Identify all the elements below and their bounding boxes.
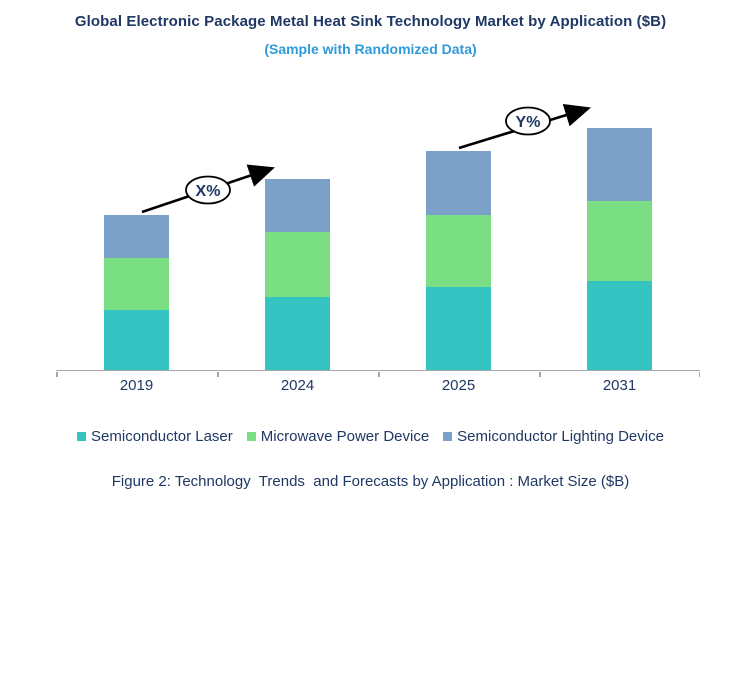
category-cell-2031: [539, 90, 700, 370]
legend-label: Semiconductor Laser: [91, 428, 233, 445]
legend-swatch-icon: [246, 432, 256, 441]
axis-tick: [217, 372, 219, 377]
plot-area: [56, 90, 700, 377]
bar-segment-microwave-power-device: [587, 201, 652, 281]
category-cell-2025: [378, 90, 539, 370]
stacked-bar-2019: [104, 215, 169, 370]
category-cell-2019: [56, 90, 217, 370]
legend-swatch-icon: [443, 432, 453, 441]
stacked-bar-2031: [587, 128, 652, 370]
bar-segment-semiconductor-laser: [104, 310, 169, 370]
x-axis-label-2019: 2019: [119, 377, 154, 394]
bar-segment-semiconductor-laser: [265, 297, 330, 370]
figure-caption: Figure 2: Technology Trends and Forecast…: [111, 473, 630, 490]
x-axis-label-2025: 2025: [441, 377, 476, 394]
bar-segment-microwave-power-device: [104, 258, 169, 310]
category-cell-2024: [217, 90, 378, 370]
bar-segment-semiconductor-laser: [426, 287, 491, 370]
legend-swatch-icon: [77, 432, 87, 441]
x-axis-label-2024: 2024: [280, 377, 315, 394]
legend-label: Semiconductor Lighting Device: [457, 428, 664, 445]
bar-segment-semiconductor-lighting-device: [426, 151, 491, 215]
axis-tick: [378, 372, 380, 377]
stacked-bar-2025: [426, 151, 491, 370]
bar-segment-semiconductor-laser: [587, 281, 652, 370]
stacked-bar-chart: X% Y%: [56, 90, 700, 377]
chart-title: Global Electronic Package Metal Heat Sin…: [74, 13, 667, 30]
axis-tick: [698, 372, 700, 377]
chart-subtitle: (Sample with Randomized Data): [264, 41, 477, 57]
axis-tick: [56, 372, 58, 377]
legend: Semiconductor Laser Microwave Power Devic…: [0, 428, 741, 445]
x-axis-labels: 2019 2024 2025 2031: [56, 377, 700, 394]
bar-segment-microwave-power-device: [426, 215, 491, 287]
legend-item-semiconductor-laser: Semiconductor Laser: [77, 428, 233, 445]
bar-segment-semiconductor-lighting-device: [104, 215, 169, 258]
bar-segment-semiconductor-lighting-device: [587, 128, 652, 201]
legend-item-microwave-power-device: Microwave Power Device: [246, 428, 430, 445]
bar-segment-semiconductor-lighting-device: [265, 179, 330, 232]
legend-item-semiconductor-lighting-device: Semiconductor Lighting Device: [443, 428, 664, 445]
legend-label: Microwave Power Device: [260, 428, 430, 445]
bar-segment-microwave-power-device: [265, 232, 330, 297]
stacked-bar-2024: [265, 179, 330, 370]
axis-tick: [539, 372, 541, 377]
x-axis-label-2031: 2031: [602, 377, 637, 394]
